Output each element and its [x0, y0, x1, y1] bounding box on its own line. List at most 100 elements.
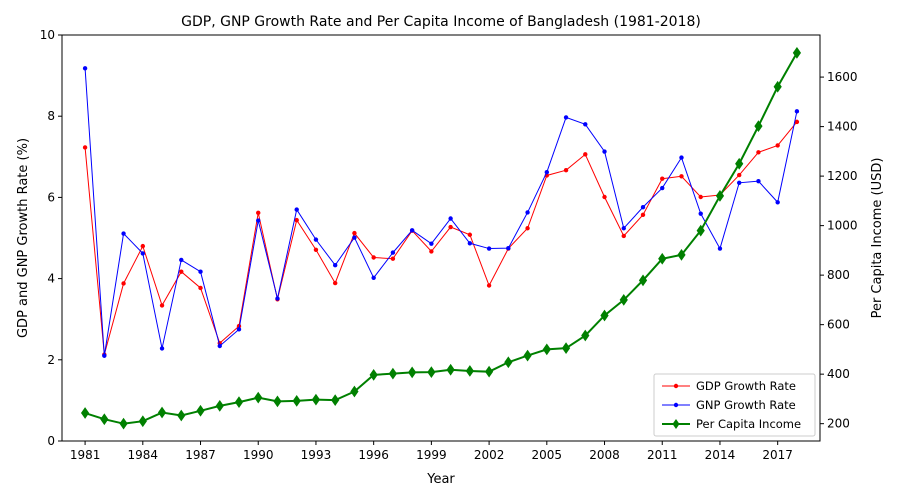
gdp-growth-rate-point: [179, 269, 184, 274]
gnp-growth-rate-point: [390, 250, 396, 255]
gdp-growth-rate-point: [660, 176, 665, 181]
y-right-tick-label: 800: [827, 268, 850, 282]
gdp-growth-rate-point: [448, 224, 453, 230]
per-capita-income-point: [311, 393, 321, 406]
x-tick-label: 2014: [705, 448, 736, 462]
gdp-growth-rate-point: [294, 217, 299, 223]
per-capita-income-point: [754, 120, 763, 132]
per-capita-income-point: [600, 309, 609, 322]
gdp-growth-rate-point: [583, 152, 588, 157]
per-capita-income-point: [581, 329, 590, 342]
x-tick-label: 2017: [762, 448, 793, 462]
y-right-tick-label: 1400: [827, 120, 858, 134]
x-tick-label: 2005: [532, 448, 563, 462]
x-tick-label: 2008: [589, 448, 620, 462]
gnp-growth-rate-point: [602, 149, 607, 154]
gnp-growth-rate-point: [640, 204, 646, 210]
y-left-tick-label: 4: [47, 272, 55, 286]
gdp-growth-rate-line: [84, 121, 798, 355]
per-capita-income-point: [350, 385, 359, 398]
gnp-growth-rate-point: [217, 343, 222, 349]
legend-marker-gdp-growth-rate: [673, 383, 679, 389]
y-right-tick-label: 1600: [827, 70, 858, 84]
per-capita-income-point: [331, 394, 340, 407]
gnp-growth-rate-point: [525, 210, 530, 215]
gnp-growth-rate-point: [621, 226, 626, 231]
gdp-growth-rate-point: [756, 150, 761, 155]
y-left-tick-label: 0: [47, 434, 55, 448]
x-tick-label: 1987: [185, 448, 216, 462]
legend-box: [653, 373, 816, 437]
gnp-growth-rate-point: [294, 207, 299, 212]
per-capita-income-point: [388, 367, 398, 380]
y-right-tick-label: 1000: [827, 219, 858, 233]
gnp-growth-rate-point: [256, 218, 261, 223]
gnp-growth-rate-point: [583, 122, 588, 127]
gnp-growth-rate-point: [486, 246, 492, 251]
per-capita-income-point: [677, 248, 686, 261]
per-capita-income-point: [504, 356, 513, 369]
per-capita-income-point: [138, 415, 147, 428]
gdp-growth-rate-point: [563, 167, 569, 173]
x-tick-label: 1999: [416, 448, 447, 462]
per-capita-income-point: [484, 365, 494, 378]
gnp-growth-rate-point: [756, 178, 761, 184]
gnp-growth-rate-point: [332, 263, 338, 268]
gnp-growth-rate-point: [717, 246, 723, 251]
gdp-growth-rate-point: [698, 194, 703, 200]
gnp-growth-rate-point: [409, 228, 415, 233]
per-capita-income-point: [254, 391, 263, 404]
x-tick-label: 1984: [128, 448, 159, 462]
x-tick-label: 1990: [243, 448, 274, 462]
gnp-growth-rate-point: [121, 231, 126, 236]
per-capita-income-point: [369, 369, 378, 381]
gnp-growth-rate-line: [84, 68, 798, 356]
gnp-growth-rate-point: [313, 237, 319, 242]
y-left-tick-label: 8: [47, 109, 55, 123]
per-capita-income-point: [542, 343, 551, 356]
gnp-growth-rate-point: [198, 269, 203, 274]
per-capita-income-point: [735, 157, 744, 170]
gdp-growth-rate-point: [640, 212, 646, 218]
gdp-growth-rate-point: [486, 283, 492, 288]
gdp-growth-rate-point: [467, 232, 473, 237]
per-capita-income-point: [446, 363, 455, 376]
plot-area: 1981 1984 1987 1990 1993 1996 1999 2002 2005 2008…: [40, 28, 858, 462]
x-tick-label: 1996: [358, 448, 389, 462]
gnp-growth-rate-point: [371, 275, 376, 280]
x-tick-label: 1981: [70, 448, 101, 462]
gnp-growth-rate-point: [660, 185, 665, 191]
gdp-growth-rate-point: [159, 303, 165, 308]
y-left-tick-label: 2: [47, 353, 55, 367]
gnp-growth-rate-point: [159, 346, 165, 351]
y-axis-left-label: GDP and GNP Growth Rate (%): [16, 138, 31, 338]
gnp-growth-rate-point: [102, 353, 107, 358]
y-left-tick-label: 10: [40, 28, 55, 42]
plot-frame: [61, 34, 821, 442]
per-capita-income-point: [658, 252, 667, 265]
gdp-growth-rate-point: [121, 281, 126, 286]
x-tick-label: 2002: [474, 448, 505, 462]
per-capita-income-point: [177, 409, 186, 422]
gdp-growth-rate-point: [736, 172, 742, 178]
y-axis-right-label: Per Capita Income (USD): [870, 158, 885, 319]
per-capita-income-point: [523, 349, 532, 362]
gdp-growth-rate-point: [794, 119, 800, 125]
legend-marker-gnp-growth-rate: [673, 402, 679, 408]
gnp-growth-rate-point: [236, 327, 242, 332]
per-capita-income-point: [215, 399, 224, 412]
legend-marker-per-capita-income: [672, 419, 680, 429]
gnp-growth-rate-point: [140, 251, 146, 256]
per-capita-income-point: [465, 365, 474, 377]
gnp-growth-rate-point: [794, 109, 800, 114]
gdp-growth-rate-point: [602, 194, 607, 200]
x-tick-label: 1993: [301, 448, 332, 462]
gnp-growth-rate-point: [448, 216, 453, 221]
per-capita-income-point: [561, 342, 571, 355]
gdp-growth-rate-point: [352, 230, 357, 236]
per-capita-income-point: [427, 366, 436, 379]
gdp-growth-rate-point: [621, 233, 626, 239]
gdp-growth-rate-point: [198, 285, 203, 291]
gnp-growth-rate-point: [179, 257, 184, 263]
per-capita-income-point: [292, 395, 301, 407]
